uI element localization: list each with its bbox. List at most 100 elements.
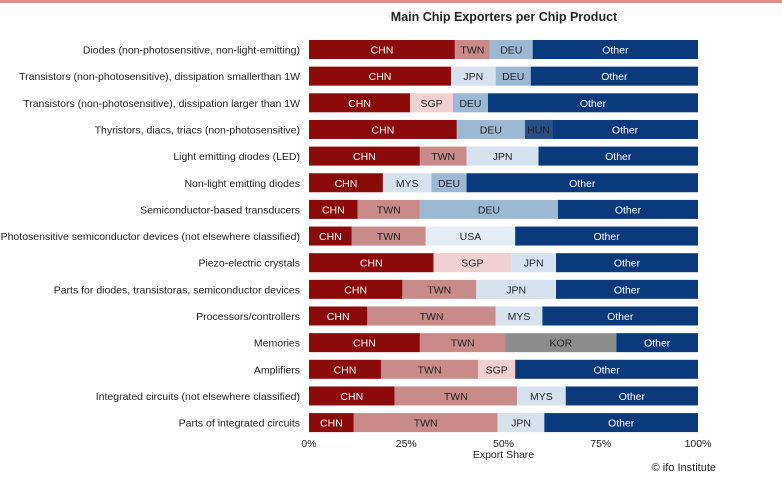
segment-label: Other — [602, 45, 629, 57]
bar-segment — [419, 199, 558, 219]
bar-segment — [357, 199, 420, 219]
bar-segment — [382, 173, 432, 193]
segment-label: CHN — [335, 178, 358, 190]
top-accent-strip — [0, 0, 782, 3]
segment-label: CHN — [320, 418, 343, 430]
segment-label: CHN — [344, 284, 367, 296]
bar-segment — [524, 119, 553, 139]
bar-segment — [544, 413, 698, 433]
segment-label: Other — [601, 71, 628, 83]
chart-title: Main Chip Exporters per Chip Product — [390, 10, 618, 24]
bar-segment — [452, 93, 488, 113]
bar-segment — [367, 306, 496, 326]
segment-label: MYS — [530, 391, 553, 403]
bar-segment — [476, 279, 557, 299]
segment-label: CHN — [371, 45, 394, 57]
segment-label: DEU — [438, 178, 460, 190]
segment-label: Other — [615, 204, 642, 216]
segment-label: TWN — [414, 418, 438, 430]
bar-segment — [497, 413, 545, 433]
segment-label: SGP — [486, 364, 508, 376]
bar-segment — [309, 93, 411, 113]
segment-label: CHN — [372, 124, 395, 136]
bar-segment — [309, 359, 381, 379]
segment-label: CHN — [319, 231, 342, 243]
segment-label: Other — [644, 338, 671, 350]
category-label: Parts for diodes, transistoras, semicond… — [54, 284, 300, 296]
segment-label: Other — [605, 151, 632, 163]
segment-label: SGP — [461, 258, 483, 270]
x-tick-label: 100% — [685, 438, 712, 450]
bar-segment — [309, 146, 420, 166]
bar-segment — [309, 173, 383, 193]
segment-label: DEU — [459, 98, 481, 110]
category-label: Amplifiers — [254, 364, 300, 376]
segment-label: DEU — [478, 204, 500, 216]
category-label: Diodes (non-photosensitive, non-light-em… — [83, 45, 300, 57]
segment-label: JPN — [463, 71, 483, 83]
category-label: Piezo-electric crystals — [198, 258, 300, 270]
segment-label: JPN — [506, 284, 526, 296]
segment-label: JPN — [511, 418, 531, 430]
bar-segment — [450, 66, 496, 86]
segment-label: DEU — [480, 124, 502, 136]
bar-segment — [309, 66, 451, 86]
segment-label: CHN — [353, 151, 376, 163]
bar-segment — [456, 119, 525, 139]
segment-label: Other — [614, 284, 641, 296]
bar-segment — [351, 226, 426, 246]
x-tick-label: 50% — [493, 438, 514, 450]
bar-segment — [309, 386, 395, 406]
segment-label: KOR — [549, 338, 572, 350]
bar-segment — [309, 253, 434, 273]
bar-segment — [538, 146, 698, 166]
bar-segment — [511, 253, 557, 273]
bar-segment — [380, 359, 479, 379]
segment-label: SGP — [420, 98, 442, 110]
segment-label: Other — [593, 364, 620, 376]
bar-segment — [552, 119, 698, 139]
bar-segment — [556, 253, 698, 273]
bar-segment — [495, 66, 531, 86]
segment-label: TWN — [420, 311, 444, 323]
segment-label: Other — [608, 418, 635, 430]
x-tick-label: 0% — [301, 438, 316, 450]
bar-segment — [556, 279, 698, 299]
segment-label: CHN — [353, 338, 376, 350]
segment-label: CHN — [327, 311, 350, 323]
category-label: Photosensitive semiconductor devices (no… — [1, 231, 300, 243]
bar-segment — [394, 386, 518, 406]
segment-label: Other — [569, 178, 596, 190]
category-label: Integrated circuits (not elsewhere class… — [96, 391, 300, 403]
bar-segment — [515, 226, 698, 246]
bar-segment — [419, 333, 506, 353]
segment-label: TWN — [431, 151, 455, 163]
segment-label: CHN — [369, 71, 392, 83]
bar-segment — [402, 279, 477, 299]
segment-label: Other — [607, 311, 634, 323]
bar-segment — [557, 199, 698, 219]
bar-segment — [425, 226, 516, 246]
segment-label: USA — [460, 231, 482, 243]
category-label: Processors/controllers — [196, 311, 300, 323]
bar-segment — [542, 306, 698, 326]
segment-label: DEU — [500, 45, 522, 57]
bar-segment — [505, 333, 617, 353]
bar-segment — [454, 40, 490, 59]
bar-segment — [431, 173, 467, 193]
segment-label: CHN — [360, 258, 383, 270]
category-label: Parts of integrated circuits — [179, 418, 300, 430]
segment-label: JPN — [493, 151, 513, 163]
segment-label: Other — [580, 98, 607, 110]
bar-segment — [309, 226, 352, 246]
segment-label: TWN — [451, 338, 475, 350]
category-label: Memories — [254, 338, 300, 350]
bar-segment — [532, 40, 698, 59]
x-axis-label: Export Share — [473, 449, 534, 461]
x-tick-label: 75% — [590, 438, 611, 450]
category-label: Non-light emitting diodes — [184, 178, 300, 190]
category-label: Light emitting diodes (LED) — [173, 151, 300, 163]
x-tick-label: 25% — [396, 438, 417, 450]
segment-label: TWN — [427, 284, 451, 296]
